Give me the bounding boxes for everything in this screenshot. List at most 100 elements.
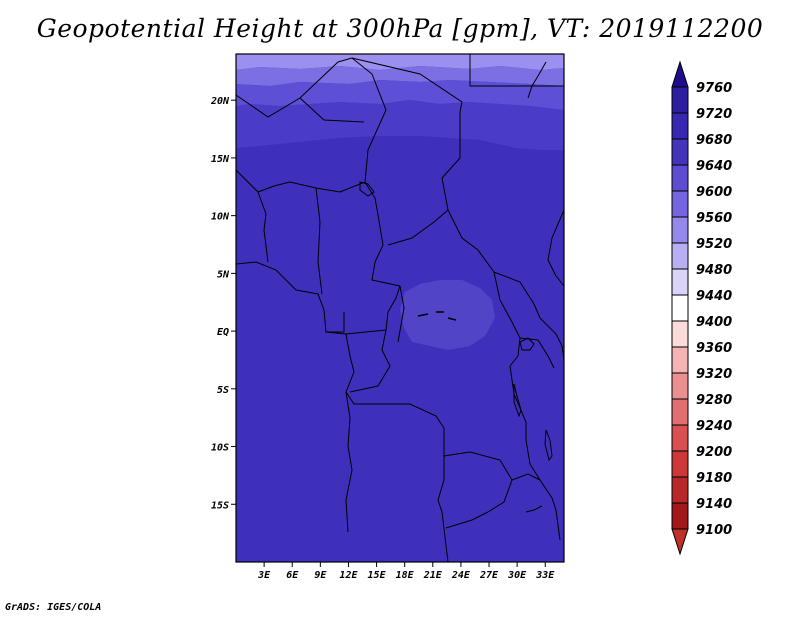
y-tick-label: 10S — [211, 443, 229, 454]
border-line — [299, 97, 365, 123]
colorbar-box — [671, 372, 689, 400]
border-line — [317, 261, 323, 295]
band-9520 — [236, 80, 564, 110]
border-line — [257, 191, 269, 263]
y-tick-label: 15S — [211, 500, 229, 511]
lake-malawi — [544, 429, 553, 462]
border-line — [345, 391, 445, 456]
border-line — [371, 214, 401, 287]
border-line — [441, 112, 461, 211]
coastline — [236, 261, 347, 335]
colorbar-label: 9180 — [696, 471, 732, 486]
colorbar-label: 9680 — [696, 133, 732, 148]
x-tick-label: 30E — [507, 570, 527, 581]
border-line — [326, 312, 345, 333]
boundaries — [236, 54, 564, 562]
border-line — [437, 456, 449, 562]
lake-chad — [359, 181, 375, 197]
map-title: Geopotential Height at 300hPa [gpm], VT:… — [36, 14, 764, 43]
colorbar-box — [671, 164, 689, 192]
colorbar-label: 9360 — [696, 341, 732, 356]
colorbar-top-arrow — [671, 60, 689, 88]
colorbar-box — [671, 242, 689, 270]
colorbar-box — [671, 320, 689, 348]
colorbar-label: 9200 — [696, 445, 732, 460]
contour-bands — [236, 54, 564, 562]
x-tick-label: 12E — [339, 570, 358, 581]
x-tick-label: 21E — [423, 570, 443, 581]
border-line — [447, 209, 495, 273]
colorbar-bottom-arrow — [671, 528, 689, 556]
x-tick-label: 6E — [286, 570, 299, 581]
x-tick-label: 18E — [396, 570, 415, 581]
colorbar-box — [671, 476, 689, 504]
colorbar-label: 9440 — [696, 289, 732, 304]
colorbar-box — [671, 398, 689, 426]
x-tick-label: 9E — [314, 570, 327, 581]
colorbar-label: 9560 — [696, 211, 732, 226]
band-9640-blob — [400, 280, 495, 350]
colorbar-box — [671, 112, 689, 140]
colorbar-label: 9400 — [696, 315, 732, 330]
border-line — [539, 317, 564, 361]
border-line — [351, 57, 387, 183]
colorbar-box — [671, 138, 689, 166]
band-9600 — [236, 54, 564, 70]
lake-tanganyika — [513, 383, 522, 418]
border-line — [349, 329, 391, 393]
colorbar-box — [671, 450, 689, 478]
border-line — [511, 473, 541, 481]
colorbar-box — [671, 268, 689, 296]
colorbar-label: 9140 — [696, 497, 732, 512]
coastline — [345, 391, 353, 533]
x-tick-label: 33E — [535, 570, 555, 581]
colorbar-label: 9240 — [696, 419, 732, 434]
border-line — [387, 209, 449, 246]
colorbar-label: 9720 — [696, 107, 732, 122]
border-line — [493, 271, 541, 319]
colorbar-label: 9320 — [696, 367, 732, 382]
x-tick-label: 24E — [451, 570, 471, 581]
colorbar-label: 9280 — [696, 393, 732, 408]
y-tick-label: EQ — [217, 327, 229, 338]
red-sea-coast — [527, 61, 547, 99]
y-tick-label: 5S — [217, 385, 229, 396]
y-tick-label: 10N — [211, 212, 230, 223]
colorbar-label: 9600 — [696, 185, 732, 200]
colorbar-label: 9480 — [696, 263, 732, 278]
border-line — [469, 54, 564, 87]
grads-credit: GrADS: IGES/COLA — [5, 602, 102, 613]
colorbar-box — [671, 294, 689, 322]
border-line — [493, 271, 521, 357]
colorbar-box — [671, 424, 689, 452]
river-congo — [417, 311, 457, 321]
x-tick-label: 27E — [479, 570, 499, 581]
border-line — [397, 285, 405, 343]
border-line — [345, 333, 355, 393]
border-line — [445, 511, 489, 529]
colorbar: 9760 9720 9680 9640 9600 9560 9520 9480 9440 9400… — [671, 60, 732, 556]
colorbar-box — [671, 190, 689, 218]
border-line — [315, 187, 321, 263]
border-line — [525, 439, 561, 541]
colorbar-label: 9100 — [696, 523, 732, 538]
y-axis: 20N 15N 10N 5N EQ 5S 10S 15S — [210, 96, 236, 511]
border-line — [351, 57, 463, 113]
colorbar-box — [671, 346, 689, 374]
colorbar-box — [671, 216, 689, 244]
border-line — [547, 209, 564, 287]
x-tick-label: 3E — [257, 570, 271, 581]
colorbar-box — [671, 502, 689, 530]
band-9640 — [236, 100, 564, 150]
colorbar-label: 9520 — [696, 237, 732, 252]
x-tick-label: 15E — [368, 570, 387, 581]
border-line — [443, 451, 513, 513]
y-tick-label: 20N — [210, 96, 230, 107]
lake-victoria — [519, 337, 535, 351]
y-tick-label: 15N — [211, 154, 230, 165]
y-tick-label: 5N — [217, 269, 230, 280]
band-9680-inner — [236, 136, 564, 562]
plot-area — [235, 53, 565, 563]
plot-frame — [235, 53, 565, 563]
